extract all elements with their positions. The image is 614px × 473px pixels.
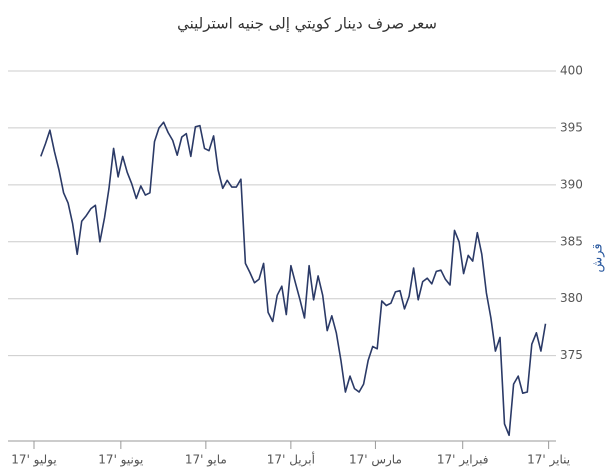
- y-axis-label: قرش: [591, 243, 606, 272]
- y-tick-label: 385: [560, 234, 583, 248]
- x-tick-label: أبريل '17: [267, 452, 315, 468]
- x-tick-label: يونيو '17: [98, 453, 143, 468]
- line-series: [40, 121, 547, 437]
- y-tick-label: 395: [560, 120, 583, 134]
- chart-title: سعر صرف دينار كويتي إلى جنيه استرليني: [177, 15, 437, 34]
- x-tick-label: يناير '17: [527, 453, 570, 468]
- x-tick-label: فبراير '17: [437, 453, 489, 468]
- x-tick-label: يوليو '17: [11, 453, 56, 468]
- y-tick-label: 375: [560, 348, 583, 362]
- x-tick-label: مارس '17: [349, 453, 402, 468]
- y-tick-label: 400: [560, 64, 583, 78]
- x-tick-label: مايو '17: [185, 453, 227, 468]
- y-tick-label: 390: [560, 177, 583, 191]
- y-tick-label: 380: [560, 291, 583, 305]
